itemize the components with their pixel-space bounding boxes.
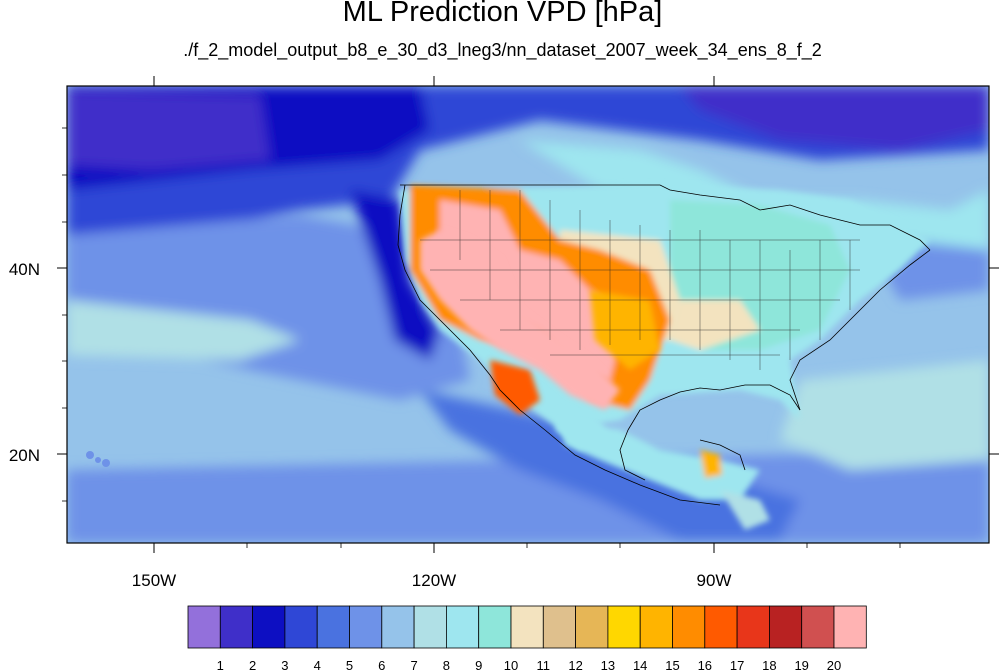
hawaii-islands: [86, 451, 110, 467]
ytick-20n: 20N: [9, 446, 40, 465]
colorbar-label: 16: [698, 658, 712, 672]
colorbar-swatch: [316, 605, 350, 649]
colorbar-label: 18: [762, 658, 776, 672]
colorbar-label: 4: [314, 658, 321, 672]
colorbar-swatch: [672, 605, 706, 649]
colorbar: 1 2 3 4 5 6 7 8 9 10 11 12 13 14 15 16 17 18 19 20: [187, 605, 867, 672]
colorbar-swatch: [510, 605, 544, 649]
colorbar-swatch: [478, 605, 512, 649]
colorbar-swatch: [542, 605, 576, 649]
colorbar-swatch: [284, 605, 318, 649]
coastlines: [397, 184, 931, 506]
colorbar-label: 9: [475, 658, 482, 672]
colorbar-swatch: [607, 605, 641, 649]
colorbar-label: 20: [827, 658, 841, 672]
axis-ticks: [57, 76, 999, 553]
colorbar-swatch: [187, 605, 221, 649]
state-borders: [420, 190, 860, 370]
colorbar-label: 6: [378, 658, 385, 672]
colorbar-label: 12: [568, 658, 582, 672]
colorbar-swatch: [704, 605, 738, 649]
axis-minor-ticks: [62, 127, 901, 548]
colorbar-swatch: [639, 605, 673, 649]
colorbar-swatch: [252, 605, 286, 649]
colorbar-label: 15: [665, 658, 679, 672]
colorbar-swatch: [413, 605, 447, 649]
colorbar-label: 13: [601, 658, 615, 672]
xtick-150w: 150W: [132, 571, 176, 590]
colorbar-label: 2: [249, 658, 256, 672]
chart-title: ML Prediction VPD [hPa]: [342, 0, 663, 28]
colorbar-swatch: [575, 605, 609, 649]
colorbar-label: 7: [410, 658, 417, 672]
colorbar-label: 3: [281, 658, 288, 672]
colorbar-swatch: [445, 605, 480, 649]
colorbar-label: 10: [504, 658, 518, 672]
colorbar-swatch: [833, 605, 867, 649]
colorbar-label: 11: [537, 658, 551, 672]
xtick-90w: 90W: [697, 571, 732, 590]
colorbar-label: 1: [217, 658, 224, 672]
colorbar-label: 8: [443, 658, 450, 672]
colorbar-swatch: [801, 605, 835, 649]
colorbar-swatch: [349, 605, 383, 649]
colorbar-label: 17: [730, 658, 744, 672]
colorbar-swatch: [769, 605, 803, 649]
map-plot-area: [67, 86, 989, 543]
mexico-field: [560, 420, 770, 530]
chart-subtitle: ./f_2_model_output_b8_e_30_d3_lneg3/nn_d…: [183, 40, 822, 60]
ytick-40n: 40N: [9, 260, 40, 279]
colorbar-swatch: [736, 605, 770, 649]
map-frame: [66, 85, 990, 544]
colorbar-label: 5: [346, 658, 353, 672]
colorbar-label: 14: [633, 658, 647, 672]
colorbar-swatch: [381, 605, 415, 649]
colorbar-label: 19: [794, 658, 808, 672]
colorbar-swatch: [219, 605, 254, 649]
xtick-120w: 120W: [412, 571, 456, 590]
